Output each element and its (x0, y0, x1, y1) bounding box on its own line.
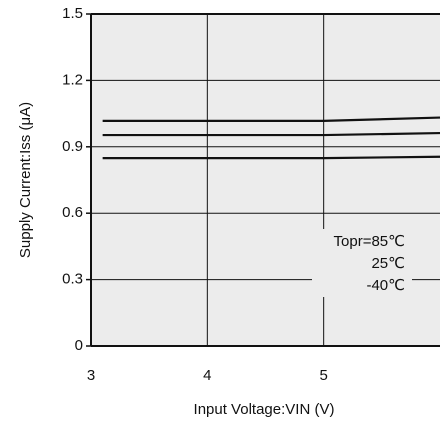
x-axis-label: Input Voltage:VIN (V) (194, 401, 335, 418)
y-tick-label: 0.3 (62, 271, 83, 288)
data-line (102, 131, 441, 137)
y-tick-label: 1.2 (62, 71, 83, 88)
data-line (102, 155, 441, 160)
x-tick-label: 3 (87, 367, 95, 384)
y-tick-label: 0 (75, 337, 83, 354)
legend-label: -40℃ (366, 277, 405, 294)
legend-label: Topr=85℃ (334, 233, 405, 250)
x-tick-label: 5 (319, 367, 327, 384)
y-tick-label: 1.5 (62, 5, 83, 22)
y-tick-label: 0.6 (62, 204, 83, 221)
x-tick-label: 4 (203, 367, 211, 384)
annotation-bg (312, 229, 412, 297)
data-line (102, 116, 441, 123)
legend-label: 25℃ (371, 255, 405, 272)
y-tick-label: 0.9 (62, 138, 83, 155)
y-axis-label: Supply Current:Iss (μA) (17, 102, 34, 258)
